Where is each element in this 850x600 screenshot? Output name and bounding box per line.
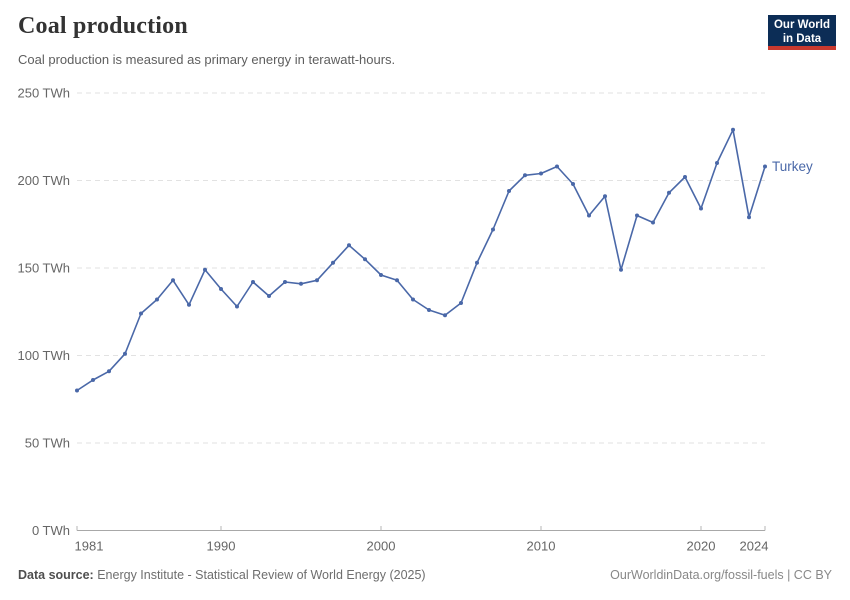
data-point[interactable] (731, 127, 735, 132)
data-point[interactable] (107, 369, 111, 374)
data-point[interactable] (203, 267, 207, 272)
data-source-text: Energy Institute - Statistical Review of… (93, 568, 426, 582)
data-point[interactable] (395, 278, 399, 283)
data-point[interactable] (91, 378, 95, 382)
data-point[interactable] (475, 260, 479, 265)
data-point[interactable] (587, 213, 591, 218)
owid-logo-line2: in Data (782, 32, 822, 45)
data-point[interactable] (219, 287, 223, 291)
chart-footer: Data source: Energy Institute - Statisti… (18, 568, 832, 582)
page-title: Coal production (18, 13, 188, 39)
data-point[interactable] (491, 227, 495, 232)
data-point[interactable] (251, 280, 255, 284)
data-point[interactable] (571, 182, 575, 186)
x-axis-tick-label: 2020 (687, 539, 716, 554)
x-axis-tick-label: 1990 (207, 539, 236, 554)
y-axis-tick-label: 250 TWh (17, 86, 70, 101)
data-point[interactable] (411, 297, 415, 302)
owid-logo[interactable]: Our World in Data (768, 15, 836, 50)
data-point[interactable] (139, 311, 143, 316)
y-axis-tick-label: 50 TWh (25, 436, 70, 451)
data-point[interactable] (283, 280, 287, 284)
data-point[interactable] (507, 189, 511, 193)
x-axis-tick-label: 2024 (740, 539, 769, 554)
data-point[interactable] (427, 308, 431, 312)
data-point[interactable] (331, 260, 335, 265)
attribution-link[interactable]: OurWorldinData.org/fossil-fuels | CC BY (610, 568, 832, 582)
data-source: Data source: Energy Institute - Statisti… (18, 568, 426, 582)
data-source-label: Data source: (18, 568, 94, 582)
data-point[interactable] (363, 257, 367, 262)
data-point[interactable] (187, 302, 191, 307)
series-label-turkey[interactable]: Turkey (772, 159, 813, 174)
data-point[interactable] (299, 281, 303, 286)
data-point[interactable] (443, 313, 447, 318)
data-point[interactable] (523, 173, 527, 178)
data-point[interactable] (235, 304, 239, 309)
data-point[interactable] (379, 273, 383, 277)
y-axis-tick-label: 150 TWh (17, 261, 70, 276)
data-point[interactable] (747, 215, 751, 220)
y-axis-tick-label: 200 TWh (17, 173, 70, 188)
data-point[interactable] (555, 164, 559, 169)
y-axis-tick-label: 0 TWh (32, 523, 70, 538)
data-point[interactable] (635, 213, 639, 218)
data-point[interactable] (75, 388, 79, 393)
data-point[interactable] (619, 267, 623, 272)
y-axis-tick-label: 100 TWh (17, 348, 70, 363)
data-point[interactable] (683, 175, 687, 179)
data-point[interactable] (267, 294, 271, 298)
data-point[interactable] (715, 161, 719, 165)
data-point[interactable] (667, 190, 671, 195)
x-axis-tick-label: 2010 (527, 539, 556, 554)
data-point[interactable] (651, 220, 655, 225)
data-point[interactable] (459, 301, 463, 305)
data-point[interactable] (123, 351, 127, 356)
data-point[interactable] (539, 171, 543, 176)
data-point[interactable] (603, 194, 607, 199)
data-point[interactable] (699, 206, 703, 211)
data-point[interactable] (763, 164, 767, 169)
x-axis-tick-label: 2000 (367, 539, 396, 554)
turkey-line-series[interactable] (76, 129, 766, 392)
data-point[interactable] (155, 297, 159, 302)
data-point[interactable] (171, 278, 175, 283)
data-point[interactable] (347, 243, 351, 248)
owid-logo-line1: Our World (773, 19, 830, 31)
line-chart[interactable]: 0 TWh 50 TWh 100 TWh 150 TWh 200 TWh 250 TWh 1… (0, 78, 850, 563)
chart-subtitle: Coal production is measured as primary e… (18, 52, 396, 67)
x-axis-tick-label: 1981 (75, 539, 104, 554)
data-point[interactable] (315, 278, 319, 283)
